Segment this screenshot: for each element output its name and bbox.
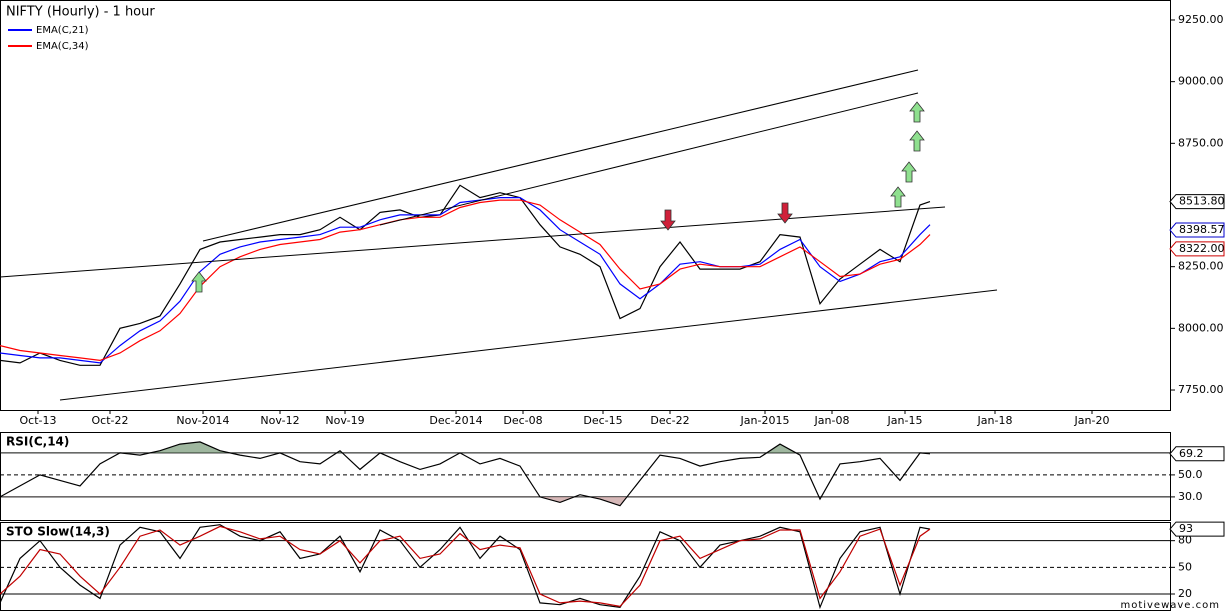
- sell-arrow: [660, 209, 676, 231]
- buy-arrow: [901, 161, 917, 183]
- trend-line: [379, 92, 919, 226]
- y-tick-label: 20: [1178, 587, 1192, 600]
- value-label: 69.2: [1179, 447, 1204, 460]
- x-tick-label: Nov-19: [325, 414, 364, 427]
- value-label-box: [1169, 222, 1225, 238]
- buy-arrow: [909, 130, 925, 152]
- trend-lines: [0, 69, 998, 401]
- overbought-fill: [150, 441, 796, 453]
- sell-arrow: [777, 202, 793, 224]
- value-label: 8513.80: [1179, 195, 1225, 208]
- x-tick-label: Dec-2014: [429, 414, 482, 427]
- x-tick-label: Jan-18: [977, 414, 1013, 427]
- buy-arrow: [909, 101, 925, 123]
- plot: [0, 441, 1170, 507]
- series-line: [0, 525, 931, 608]
- x-tick-label: Nov-12: [260, 414, 299, 427]
- value-label-box: [1169, 241, 1225, 257]
- x-tick-label: Jan-08: [814, 414, 850, 427]
- y-tick-label: 8000.00: [1178, 321, 1224, 334]
- signal-arrows: [191, 101, 925, 293]
- series-line: [0, 197, 931, 364]
- trend-line: [202, 69, 919, 242]
- y-tick-label: 8750.00: [1178, 136, 1224, 149]
- watermark: motivewave.com: [1120, 600, 1220, 611]
- x-tick-label: Jan-20: [1074, 414, 1110, 427]
- value-label: 8322.00: [1179, 242, 1225, 255]
- buy-arrow: [890, 186, 906, 208]
- value-label-box: [1169, 446, 1225, 462]
- x-tick-label: Nov-2014: [176, 414, 229, 427]
- x-tick-label: Oct-22: [92, 414, 129, 427]
- x-tick-label: Oct-13: [20, 414, 57, 427]
- value-label: 8398.57: [1179, 223, 1225, 236]
- x-tick-label: Dec-15: [583, 414, 622, 427]
- y-tick-label: 9000.00: [1178, 75, 1224, 88]
- series-line: [0, 441, 931, 507]
- panel-title: STO Slow(14,3): [6, 525, 110, 539]
- y-tick-label: 80: [1178, 534, 1192, 547]
- y-tick-label: 9250.00: [1178, 13, 1224, 26]
- value-label: 93: [1179, 522, 1193, 535]
- panel-title: RSI(C,14): [6, 435, 69, 449]
- y-tick-label: 8250.00: [1178, 260, 1224, 273]
- y-tick-label: 50: [1178, 560, 1192, 573]
- legend-label: EMA(C,21): [36, 25, 89, 36]
- value-label-box: [1169, 194, 1225, 210]
- buy-arrow: [191, 271, 207, 293]
- series-line: [0, 199, 931, 362]
- x-tick-label: Dec-08: [503, 414, 542, 427]
- x-tick-label: Jan-15: [887, 414, 923, 427]
- series-line: [0, 184, 931, 366]
- trend-line: [59, 289, 998, 401]
- x-tick-label: Dec-22: [650, 414, 689, 427]
- plot: [0, 524, 1170, 610]
- y-tick-label: 30.0: [1178, 490, 1203, 503]
- legend-label: EMA(C,34): [36, 41, 89, 52]
- y-tick-label: 7750.00: [1178, 383, 1224, 396]
- y-tick-label: 50.0: [1178, 468, 1203, 481]
- chart-title: NIFTY (Hourly) - 1 hour: [6, 5, 155, 20]
- value-label-box: [1169, 521, 1225, 537]
- plot: [0, 184, 931, 366]
- x-tick-label: Jan-2015: [740, 414, 790, 427]
